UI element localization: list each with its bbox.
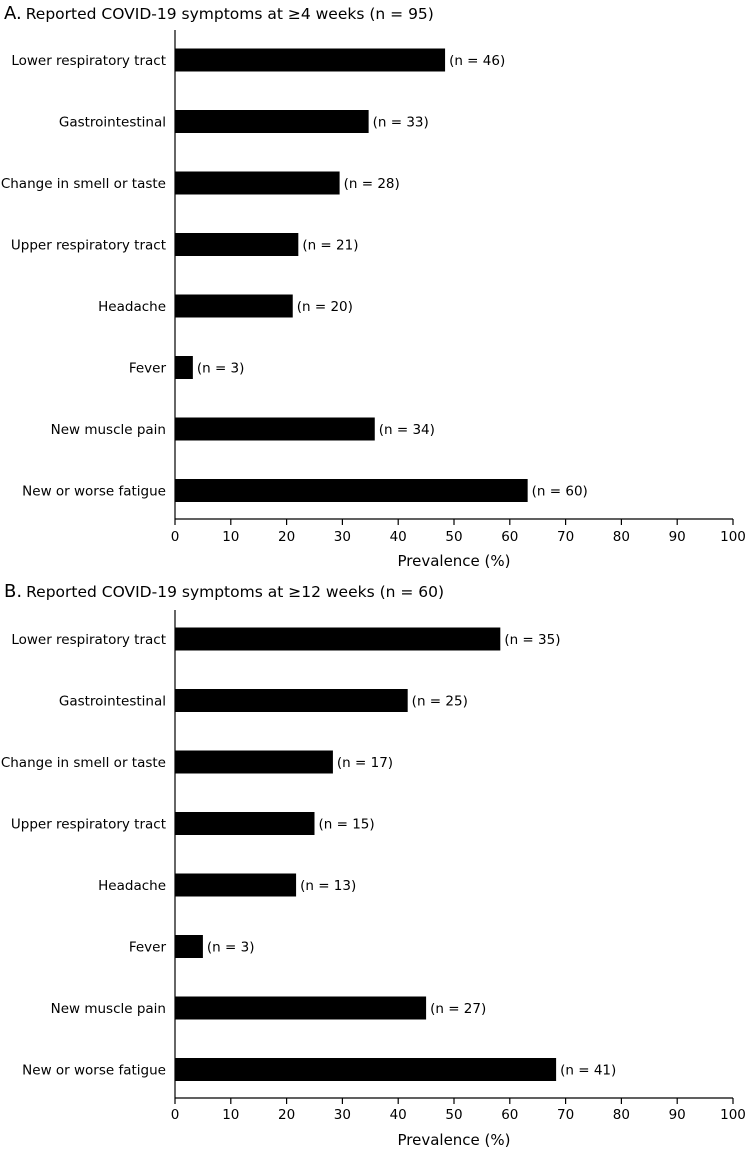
bar xyxy=(175,233,299,256)
bar xyxy=(175,812,315,835)
category-label: Fever xyxy=(129,940,167,956)
x-axis-title: Prevalence (%) xyxy=(397,1131,510,1149)
bar xyxy=(175,479,528,502)
panel-title: B. Reported COVID-19 symptoms at ≥12 week… xyxy=(4,581,444,602)
chart-title: Reported COVID-19 symptoms at ≥12 weeks … xyxy=(26,583,444,601)
bar-value-label: (n = 20) xyxy=(297,299,353,315)
x-axis-title: Prevalence (%) xyxy=(397,552,510,570)
bar-value-label: (n = 25) xyxy=(412,694,468,710)
bar xyxy=(175,417,375,441)
bar xyxy=(175,750,333,774)
bar xyxy=(175,48,446,72)
x-tick-label: 0 xyxy=(171,1107,180,1123)
chart-title: Reported COVID-19 symptoms at ≥4 weeks (… xyxy=(26,5,434,23)
bar-value-label: (n = 3) xyxy=(197,361,245,377)
bar-value-label: (n = 41) xyxy=(560,1063,616,1079)
bar-value-label: (n = 21) xyxy=(302,238,358,254)
bar xyxy=(175,689,408,712)
bar-value-label: (n = 17) xyxy=(337,755,393,771)
bar xyxy=(175,873,297,897)
panel-letter: A. xyxy=(4,3,22,24)
x-tick-label: 70 xyxy=(557,529,574,545)
bar-value-label: (n = 3) xyxy=(207,940,255,956)
bar xyxy=(175,110,369,133)
bar xyxy=(175,171,340,195)
panel-b: B. Reported COVID-19 symptoms at ≥12 week… xyxy=(1,581,745,1149)
x-tick-label: 70 xyxy=(557,1107,574,1123)
category-label: Upper respiratory tract xyxy=(11,817,166,833)
x-tick-label: 100 xyxy=(720,1107,745,1123)
category-label: Lower respiratory tract xyxy=(11,632,166,648)
bar-value-label: (n = 13) xyxy=(300,878,356,894)
x-tick-label: 80 xyxy=(613,529,630,545)
bar xyxy=(175,294,293,318)
x-tick-label: 90 xyxy=(669,529,686,545)
bar-value-label: (n = 15) xyxy=(319,817,375,833)
category-label: Lower respiratory tract xyxy=(11,53,166,69)
category-label: Gastrointestinal xyxy=(59,115,166,131)
bar-value-label: (n = 34) xyxy=(379,422,435,438)
bar xyxy=(175,356,193,379)
x-tick-label: 60 xyxy=(501,1107,518,1123)
category-label: Headache xyxy=(98,878,166,894)
x-tick-label: 80 xyxy=(613,1107,630,1123)
panel-title: A. Reported COVID-19 symptoms at ≥4 weeks… xyxy=(4,3,434,24)
category-label: Change in smell or taste xyxy=(1,755,166,771)
bar-value-label: (n = 60) xyxy=(532,484,588,500)
x-tick-label: 40 xyxy=(390,1107,407,1123)
bar-value-label: (n = 27) xyxy=(430,1001,486,1017)
x-tick-label: 90 xyxy=(669,1107,686,1123)
bar-value-label: (n = 28) xyxy=(344,176,400,192)
category-label: New or worse fatigue xyxy=(22,484,166,500)
bar-value-label: (n = 35) xyxy=(504,632,560,648)
x-tick-label: 10 xyxy=(222,529,239,545)
panel-letter: B. xyxy=(4,581,22,602)
x-tick-label: 10 xyxy=(222,1107,239,1123)
category-label: New muscle pain xyxy=(51,1001,166,1017)
x-tick-label: 20 xyxy=(278,529,295,545)
category-label: Change in smell or taste xyxy=(1,176,166,192)
x-tick-label: 0 xyxy=(171,529,180,545)
category-label: Gastrointestinal xyxy=(59,694,166,710)
category-label: Fever xyxy=(129,361,167,377)
bar-value-label: (n = 46) xyxy=(449,53,505,69)
x-tick-label: 20 xyxy=(278,1107,295,1123)
bar-value-label: (n = 33) xyxy=(373,115,429,131)
category-label: Headache xyxy=(98,299,166,315)
category-label: New muscle pain xyxy=(51,422,166,438)
x-tick-label: 100 xyxy=(720,529,745,545)
x-tick-label: 50 xyxy=(445,1107,462,1123)
bar xyxy=(175,627,501,651)
category-label: Upper respiratory tract xyxy=(11,238,166,254)
bar xyxy=(175,935,203,958)
bar xyxy=(175,1058,557,1081)
x-tick-label: 60 xyxy=(501,529,518,545)
x-tick-label: 50 xyxy=(445,529,462,545)
category-label: New or worse fatigue xyxy=(22,1063,166,1079)
bar xyxy=(175,996,427,1020)
x-tick-label: 30 xyxy=(334,529,351,545)
x-tick-label: 30 xyxy=(334,1107,351,1123)
x-tick-label: 40 xyxy=(390,529,407,545)
panel-a: A. Reported COVID-19 symptoms at ≥4 weeks… xyxy=(1,3,745,570)
